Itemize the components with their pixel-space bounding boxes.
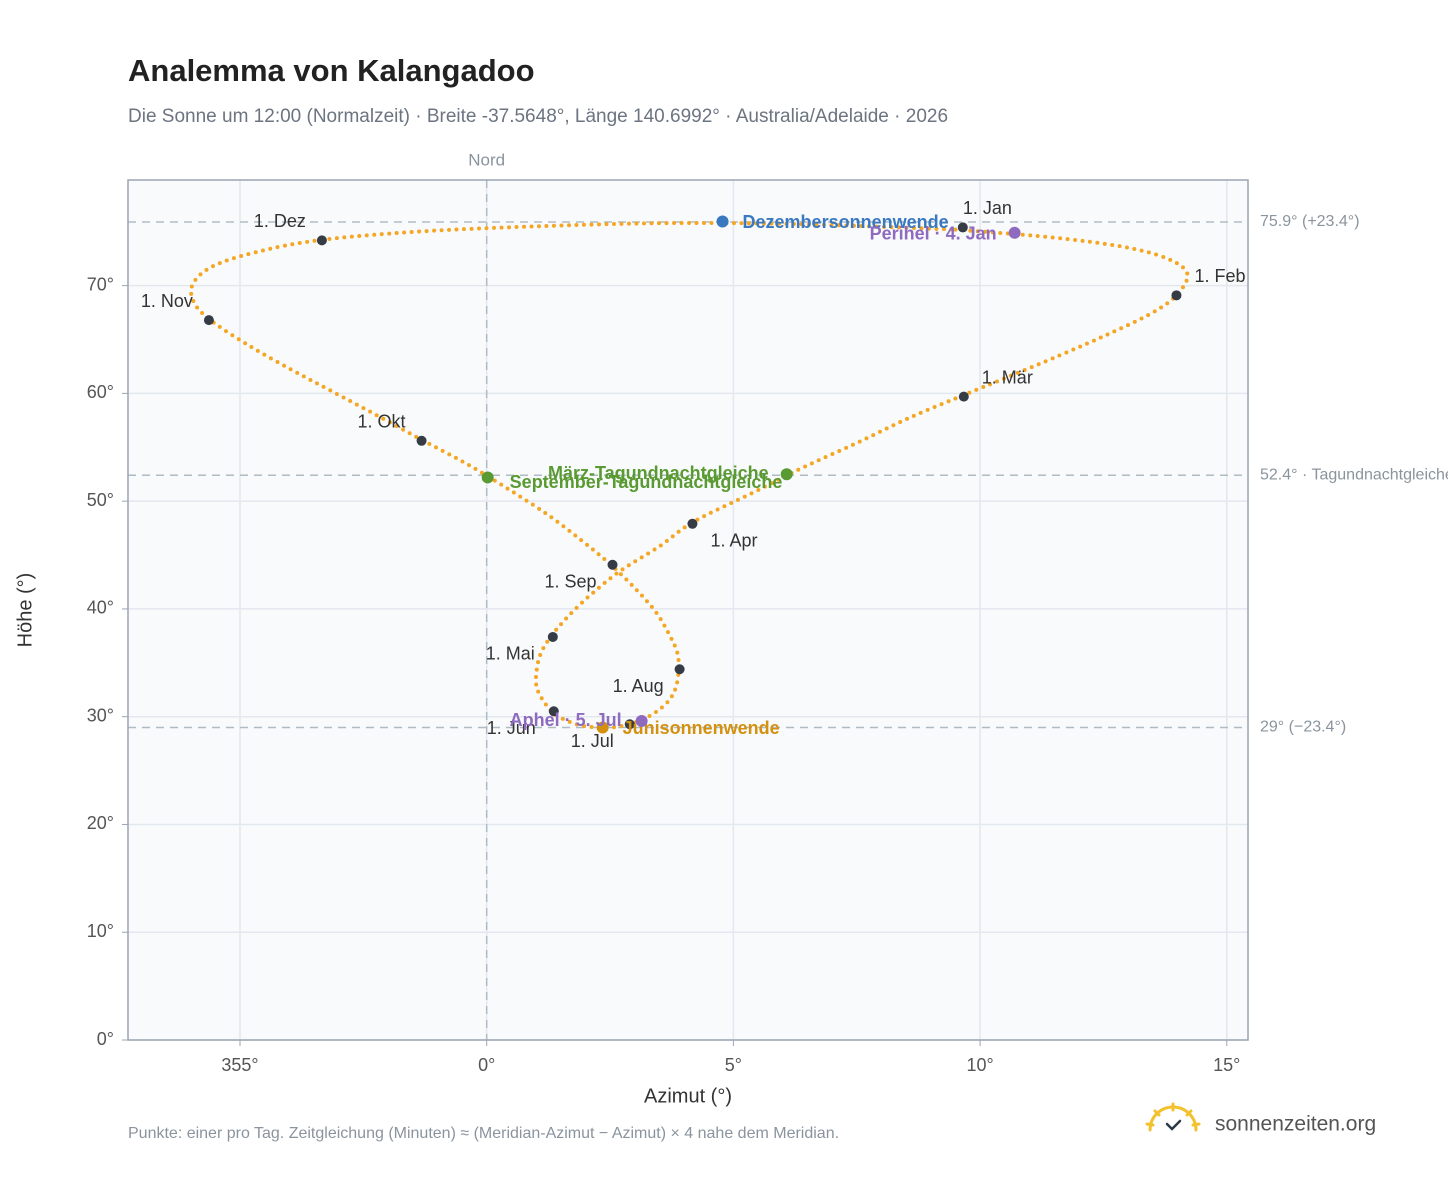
brand-name: sonnenzeiten.org: [1215, 1113, 1376, 1136]
month-label: 1. Apr: [710, 531, 757, 551]
event-label: März-Tagundnachtgleiche: [548, 463, 769, 483]
event-marker: [1008, 226, 1021, 239]
chart-title: Analemma von Kalangadoo: [128, 53, 535, 88]
month-label: 1. Sep: [544, 571, 596, 591]
x-tick-label: 5°: [725, 1055, 742, 1075]
y-tick-label: 30°: [87, 705, 114, 725]
month-label: 1. Okt: [358, 412, 406, 432]
month-marker: [957, 222, 968, 233]
month-label: 1. Mär: [982, 367, 1033, 387]
y-tick-label: 60°: [87, 382, 114, 402]
plot-border: [127, 179, 1249, 1041]
event-marker: [716, 215, 729, 228]
event-label: Perihel · 4. Jan: [870, 224, 997, 244]
month-marker: [607, 559, 618, 570]
month-label: 1. Jun: [487, 718, 536, 738]
event-label: September-Tagundnachtgleiche: [510, 472, 783, 492]
y-tick-label: 20°: [87, 813, 114, 833]
month-marker: [203, 315, 214, 326]
reference-label: 75.9° (+23.4°): [1260, 213, 1360, 230]
y-tick-label: 10°: [87, 921, 114, 941]
reference-label: 29° (−23.4°): [1260, 719, 1346, 736]
event-marker: [481, 471, 494, 484]
x-tick-label: 10°: [966, 1055, 993, 1075]
y-axis-title: Höhe (°): [14, 573, 36, 648]
month-marker: [547, 631, 558, 642]
brand-logo: [1145, 1102, 1201, 1132]
daily-sun-positions: [189, 220, 1190, 730]
month-marker: [316, 235, 327, 246]
month-marker: [548, 706, 559, 717]
event-label: Aphel · 5. Jul: [510, 710, 622, 730]
month-label: 1. Aug: [613, 676, 664, 696]
month-marker: [624, 719, 635, 730]
x-tick-label: 355°: [221, 1055, 258, 1075]
month-label: 1. Jul: [571, 731, 614, 751]
month-label: 1. Feb: [1194, 266, 1245, 286]
x-axis-title: Azimut (°): [644, 1085, 732, 1107]
month-marker: [1171, 290, 1182, 301]
month-label: 1. Nov: [141, 291, 193, 311]
month-marker: [687, 518, 698, 529]
marks: 1. Jan 1. Feb 1. Mär 1. Apr 1. Mai 1. Jun 1. J…: [141, 198, 1246, 751]
y-tick-label: 0°: [97, 1029, 114, 1049]
y-tick-label: 40°: [87, 598, 114, 618]
event-label: Dezembersonnenwende: [743, 212, 949, 232]
chart-subtitle: Die Sonne um 12:00 (Normalzeit) · Breite…: [128, 106, 948, 127]
event-label: Junisonnenwende: [623, 718, 780, 738]
month-label: 1. Dez: [254, 211, 306, 231]
reference-label: 52.4° · Tagundnachtgleiche: [1260, 467, 1448, 484]
y-tick-label: 70°: [87, 274, 114, 294]
event-marker: [780, 468, 793, 481]
month-marker: [416, 435, 427, 446]
month-label: 1. Jan: [963, 198, 1012, 218]
x-tick-label: 0°: [478, 1055, 495, 1075]
month-marker: [958, 391, 969, 402]
plot-area: [128, 180, 1248, 1040]
month-marker: [674, 664, 685, 675]
x-tick-label: 15°: [1213, 1055, 1240, 1075]
meridian-label: Nord: [468, 150, 505, 169]
month-label: 1. Mai: [486, 644, 535, 664]
event-marker: [596, 721, 609, 734]
footnote: Punkte: einer pro Tag. Zeitgleichung (Mi…: [128, 1125, 839, 1142]
y-tick-label: 50°: [87, 490, 114, 510]
event-marker: [635, 715, 648, 728]
